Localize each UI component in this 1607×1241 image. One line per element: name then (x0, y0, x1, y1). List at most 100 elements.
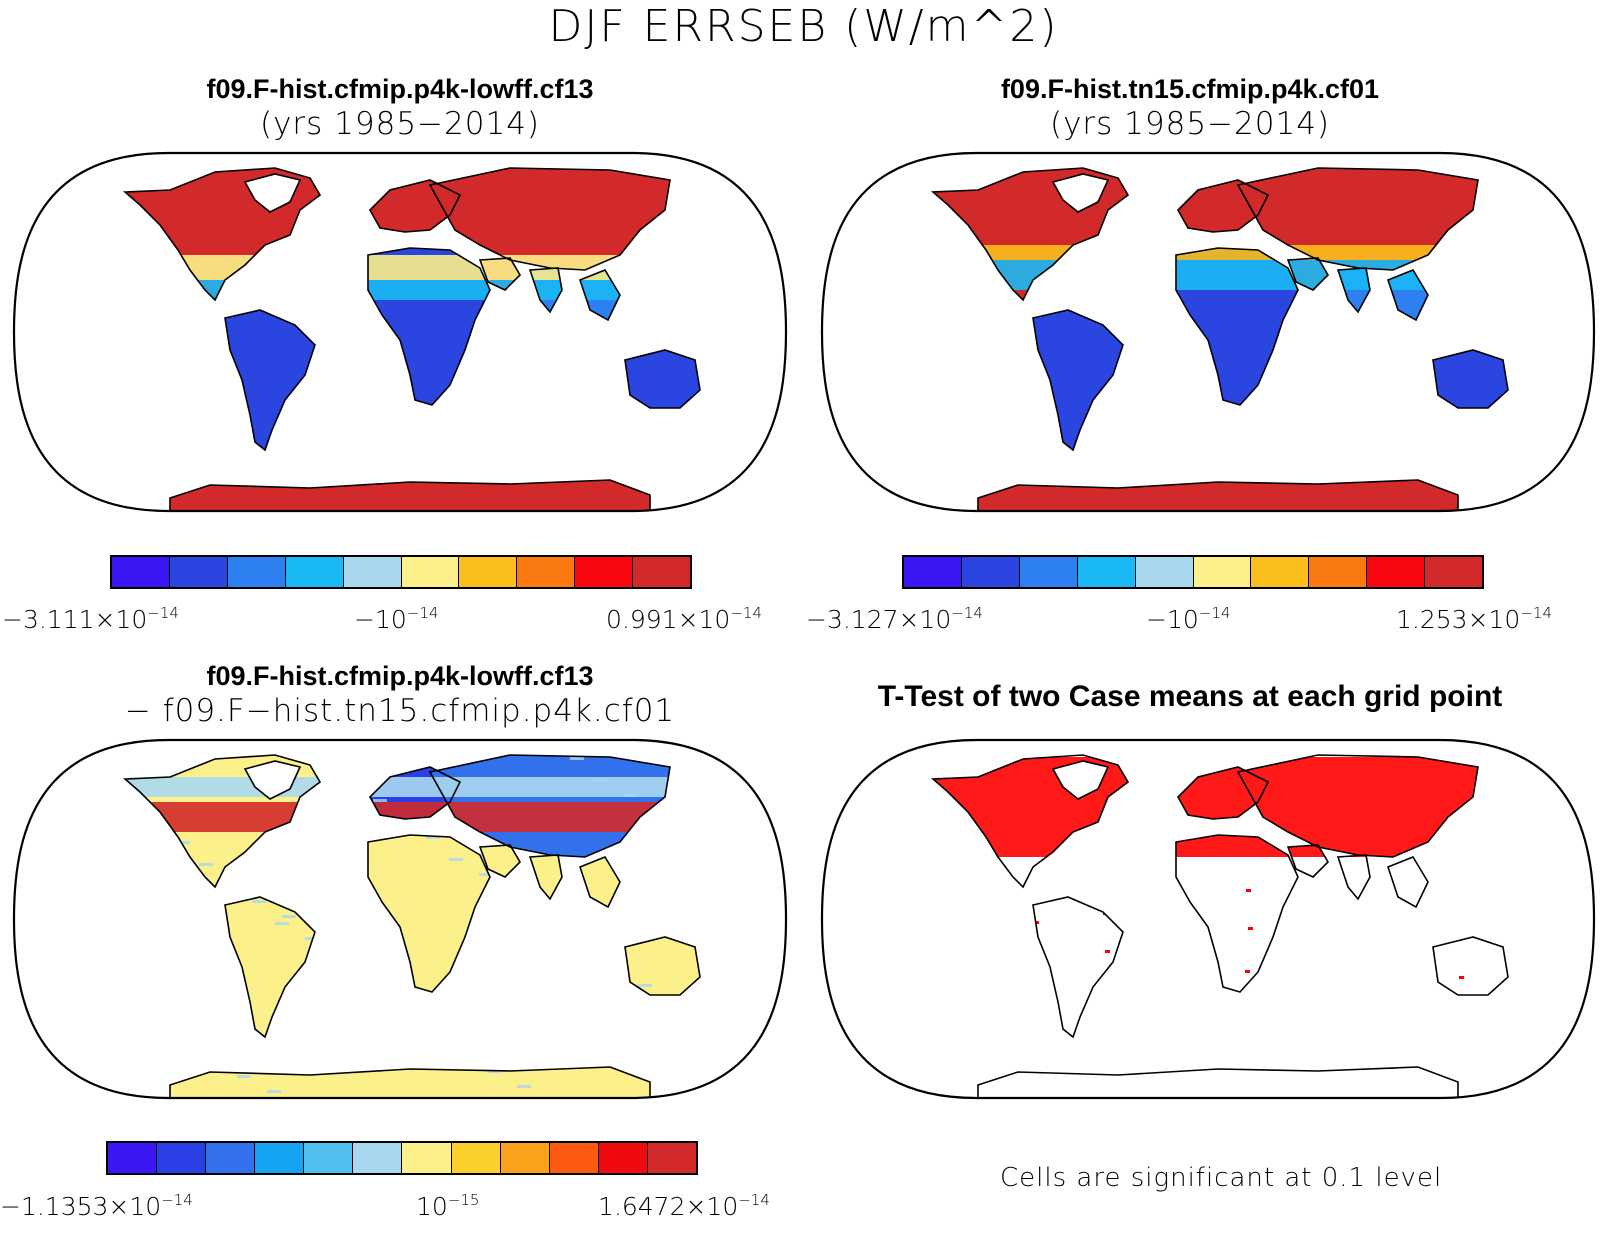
colorbar-cell-4 (304, 1143, 354, 1173)
arabia-coastline (1286, 844, 1330, 878)
panel-case1-title: f09.F-hist.cfmip.p4k-lowff.cf13 (206, 74, 594, 104)
colorbar-cell-8 (500, 1143, 550, 1173)
europe-coastline (369, 179, 462, 233)
samerica-coastline (224, 309, 316, 452)
colorbar-cell-9 (633, 557, 691, 587)
seasia-coastline (579, 856, 621, 909)
antarctica-coastline (977, 479, 1459, 511)
arabia-coastline (478, 844, 522, 878)
significance-note: Cells are significant at 0.1 level (1000, 1163, 1443, 1193)
colorbar-case1-label-max: 0.991×10−14 (606, 604, 762, 634)
colorbar-diff (106, 1141, 698, 1175)
map-ttest (820, 738, 1596, 1100)
colorbar-cell-1 (169, 557, 228, 587)
colorbar-case1-label-mid: −10−14 (354, 604, 439, 634)
colorbar-cell-8 (575, 557, 634, 587)
greenland-coastline (1051, 173, 1110, 213)
colorbar-cell-2 (1019, 557, 1078, 587)
africa-coastline (367, 834, 491, 993)
namerica-coastline (122, 754, 322, 889)
africa-coastline (1175, 834, 1299, 993)
seasia-coastline (1387, 856, 1429, 909)
antarctica-coastline (169, 479, 651, 511)
australia-coastline (1432, 936, 1509, 996)
seasia-coastline (1387, 269, 1429, 322)
africa-coastline (1175, 247, 1299, 406)
colorbar-cell-1 (961, 557, 1020, 587)
australia-coastline (624, 936, 701, 996)
africa-coastline (367, 247, 491, 406)
colorbar-diff-label-min: −1.1353×10−14 (0, 1191, 193, 1221)
panel-case1-subtitle: (yrs 1985−2014) (259, 106, 541, 142)
colorbar-cell-5 (401, 557, 460, 587)
samerica-coastline (224, 896, 316, 1039)
india-coastline (528, 854, 563, 901)
colorbar-cell-8 (1367, 557, 1426, 587)
map-frame (820, 738, 1596, 1100)
colorbar-cell-4 (1135, 557, 1194, 587)
colorbar-cell-2 (206, 1143, 256, 1173)
namerica-coastline (122, 167, 322, 302)
india-coastline (1336, 267, 1371, 314)
colorbar-diff-label-mid: 10−15 (416, 1191, 480, 1221)
antarctica-coastline (977, 1066, 1459, 1098)
panel-diff-subtitle: − f09.F−hist.tn15.cfmip.p4k.cf01 (124, 693, 676, 729)
samerica-coastline (1032, 896, 1124, 1039)
panel-case2-subtitle: (yrs 1985−2014) (1049, 106, 1331, 142)
colorbar-cell-6 (459, 557, 518, 587)
arabia-coastline (1286, 257, 1330, 291)
colorbar-cell-3 (285, 557, 344, 587)
australia-fill (1433, 350, 1508, 408)
asia-coastline (428, 167, 671, 271)
greenland-coastline (243, 173, 302, 213)
panel-case2-title: f09.F-hist.tn15.cfmip.p4k.cf01 (1000, 74, 1380, 104)
australia-fill (625, 350, 700, 408)
asia-coastline (428, 754, 671, 858)
australia-coastline (624, 349, 701, 409)
colorbar-cell-11 (647, 1143, 696, 1173)
namerica-coastline (930, 754, 1130, 889)
colorbar-cell-5 (353, 1143, 403, 1173)
colorbar-case2-label-min: −3.127×10−14 (806, 604, 983, 634)
colorbar-cell-4 (343, 557, 402, 587)
panel-diff-title: f09.F-hist.cfmip.p4k-lowff.cf13 (206, 661, 594, 691)
colorbar-case1 (110, 555, 692, 589)
colorbar-cell-7 (517, 557, 576, 587)
europe-coastline (1177, 766, 1270, 820)
antarctica-coastline (169, 1066, 651, 1098)
europe-coastline (369, 766, 462, 820)
greenland-coastline (243, 760, 302, 800)
colorbar-cell-6 (402, 1143, 452, 1173)
map-frame (820, 151, 1596, 513)
colorbar-cell-7 (451, 1143, 501, 1173)
colorbar-case1-label-min: −3.111×10−14 (2, 604, 179, 634)
colorbar-cell-6 (1251, 557, 1310, 587)
colorbar-cell-5 (1193, 557, 1252, 587)
australia-coastline (1432, 349, 1509, 409)
map-difference (12, 738, 788, 1100)
colorbar-diff-label-max: 1.6472×10−14 (598, 1191, 770, 1221)
colorbar-cell-3 (1077, 557, 1136, 587)
india-coastline (1336, 854, 1371, 901)
colorbar-cell-9 (549, 1143, 599, 1173)
colorbar-cell-9 (1425, 557, 1483, 587)
map-frame (12, 151, 788, 513)
colorbar-cell-3 (255, 1143, 305, 1173)
samerica-coastline (1032, 309, 1124, 452)
colorbar-case2-label-mid: −10−14 (1146, 604, 1231, 634)
colorbar-cell-0 (904, 557, 962, 587)
colorbar-cell-7 (1309, 557, 1368, 587)
seasia-coastline (579, 269, 621, 322)
colorbar-cell-0 (112, 557, 170, 587)
map-frame (12, 738, 788, 1100)
colorbar-cell-10 (598, 1143, 648, 1173)
colorbar-case2-label-max: 1.253×10−14 (1396, 604, 1552, 634)
australia-fill (625, 937, 700, 995)
colorbar-case2 (902, 555, 1484, 589)
colorbar-cell-0 (108, 1143, 158, 1173)
india-coastline (528, 267, 563, 314)
australia-fill (1433, 937, 1508, 995)
map-case1 (12, 151, 788, 513)
panel-ttest-title: T-Test of two Case means at each grid po… (877, 680, 1503, 713)
namerica-coastline (930, 167, 1130, 302)
